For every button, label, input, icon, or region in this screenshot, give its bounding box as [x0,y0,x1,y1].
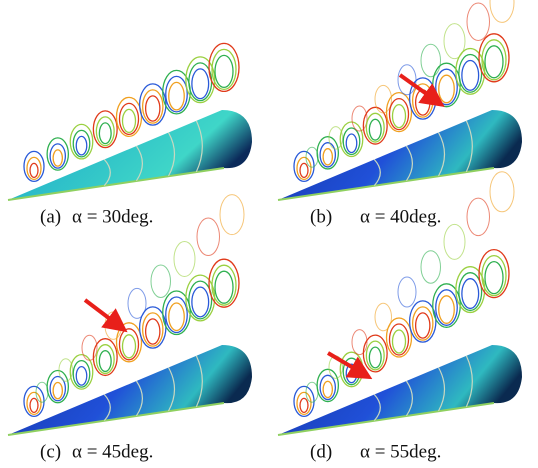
panel-caption: α = 55deg. [360,441,441,462]
panel-label: (a) [40,206,61,227]
vortex-contour [146,96,160,121]
vortex-contour [490,172,514,212]
vortex-contour [50,144,65,168]
vortex-contour [439,75,455,103]
vortex-contour [467,3,490,41]
vortex-contour [53,150,62,166]
vortex-contour [76,367,87,386]
cone-body [278,110,522,200]
vortex-contour [462,61,479,91]
vortex-contour [76,136,87,155]
vortex-contour [398,277,416,307]
vortex-contour [421,251,441,284]
cone-body [8,345,252,435]
vortex-contour [297,392,311,414]
vortex-contour [146,319,160,344]
vortex-contour [27,392,41,414]
vortex-contour [393,330,406,353]
vortex-contour [197,218,220,256]
vortex-contour [215,55,233,87]
vortex-contour [346,134,357,153]
vortex-contour [416,313,430,338]
vortex-contour [393,105,406,128]
vortex-contour [27,157,41,179]
vortex-contour [123,109,136,132]
vortex-contour [456,49,485,95]
panel-caption: α = 45deg. [72,441,153,462]
vortex-contour [186,57,215,103]
vortex-contour [53,383,62,399]
panel-caption: α = 40deg. [360,206,441,227]
panel: (c) α = 45deg. [8,195,252,463]
vortex-contour [479,34,509,82]
vortex-contour [30,398,38,412]
vortex-contour [192,69,209,99]
vortex-contour [320,375,335,399]
vortex-contour [456,267,485,313]
vortex-contour [220,195,244,235]
vortex-contour [99,123,111,144]
panel-caption: α = 30deg. [72,206,153,227]
cone-body [8,110,252,200]
vortex-contour [300,163,308,177]
vortex-contour [169,82,185,110]
panel-label: (d) [310,441,332,462]
vortex-contour [123,335,136,358]
panel-label: (b) [310,206,332,227]
vortex-contour [151,265,171,298]
arrow [85,300,118,325]
vortex-contour [215,271,233,303]
vortex-contour [192,287,209,317]
vortex-contour [352,330,367,355]
vortex-contour [320,143,335,167]
vortex-contour [99,351,111,372]
vortex-contour [209,43,239,91]
vortex-contour [369,119,381,140]
figure: (a)α = 30deg.(b)α = 40deg.(c)α = 45deg.(… [0,0,538,468]
vortex-contour [297,157,311,179]
vortex-contour [485,46,503,78]
panel: (b) α = 40deg. [278,0,522,227]
cone-body [278,345,522,435]
vortex-contour [323,149,332,165]
vortex-contour [323,381,332,397]
vortex-contour [439,296,455,324]
vortex-contour [174,242,195,277]
vortex-contour [462,279,479,309]
vortex-contour [369,347,381,368]
vortex-contour [169,303,185,331]
vortex-contour [479,250,509,298]
vortex-contour [186,275,215,321]
vortex-contour [300,398,308,412]
panel-label: (c) [40,441,61,462]
vortex-contour [490,0,514,22]
vortex-contour [485,262,503,294]
vortex-contour [421,44,441,76]
vortex-contour [209,259,239,307]
vortex-contour [467,198,490,236]
vortex-contour [30,163,38,177]
vortex-contour [444,224,465,259]
panel: (a) α = 30deg. [8,43,252,227]
